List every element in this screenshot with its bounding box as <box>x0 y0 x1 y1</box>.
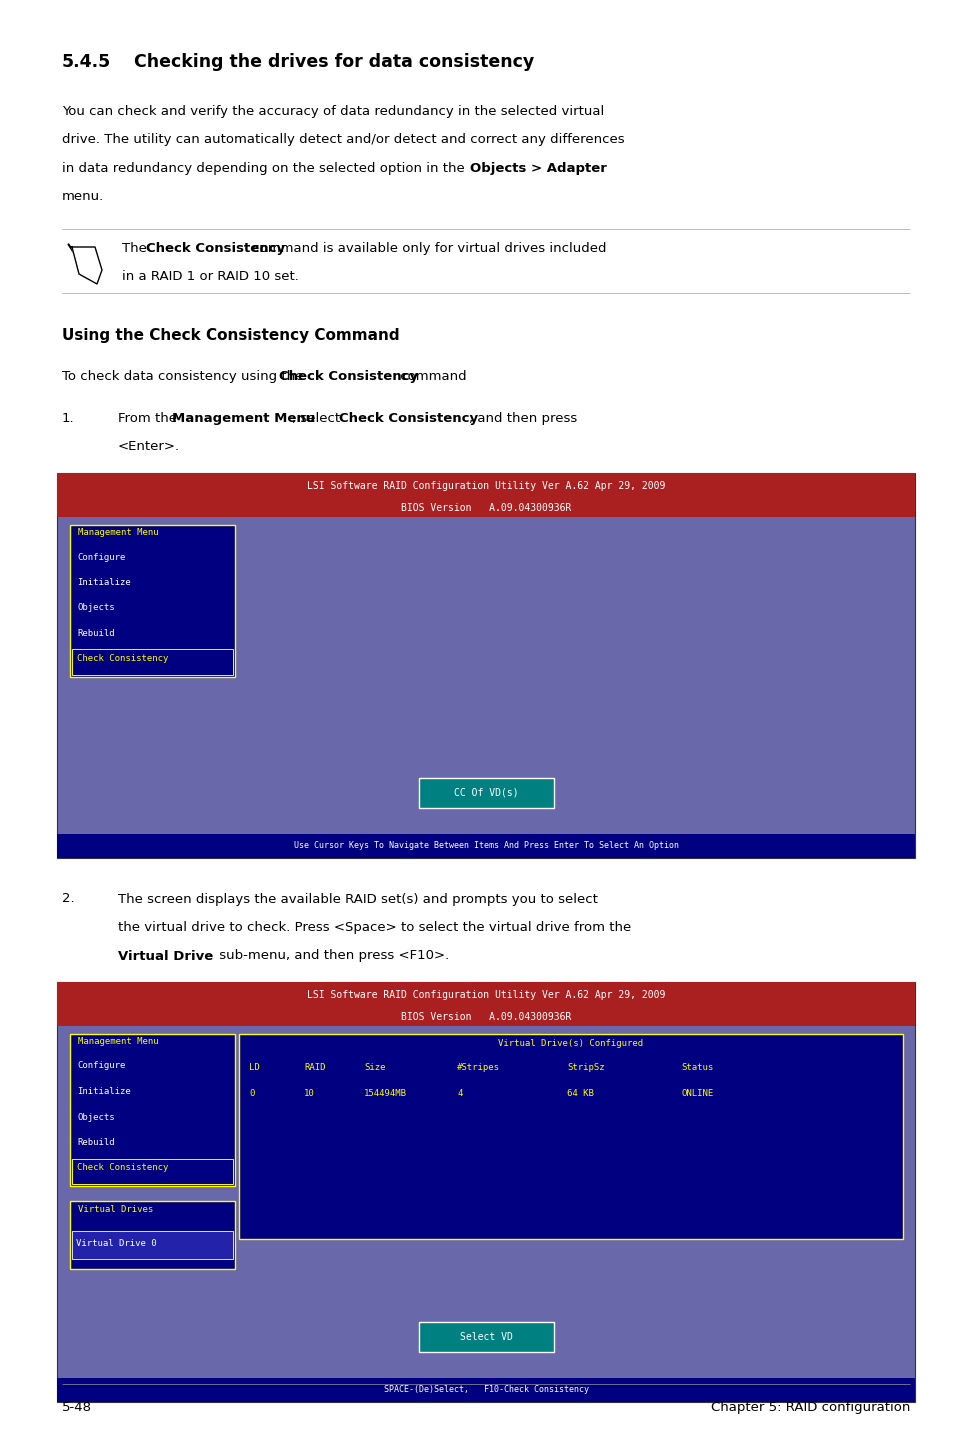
Text: Management Menu: Management Menu <box>78 1037 158 1047</box>
Text: Size: Size <box>364 1064 385 1073</box>
Text: 64 KB: 64 KB <box>566 1089 594 1097</box>
Text: Check Consistency: Check Consistency <box>278 370 417 383</box>
Text: Virtual Drive(s) Configured: Virtual Drive(s) Configured <box>497 1038 643 1047</box>
Text: in a RAID 1 or RAID 10 set.: in a RAID 1 or RAID 10 set. <box>122 270 298 283</box>
Text: drive. The utility can automatically detect and/or detect and correct any differ: drive. The utility can automatically det… <box>62 134 624 147</box>
Bar <box>70 1201 234 1268</box>
Text: Checking the drives for data consistency: Checking the drives for data consistency <box>133 53 534 70</box>
Text: Use Cursor Keys To Navigate Between Items And Press Enter To Select An Option: Use Cursor Keys To Navigate Between Item… <box>294 841 678 850</box>
Bar <box>57 982 914 1025</box>
Text: LSI Software RAID Configuration Utility Ver A.62 Apr 29, 2009: LSI Software RAID Configuration Utility … <box>307 480 664 490</box>
Text: CC Of VD(s): CC Of VD(s) <box>454 788 517 798</box>
Text: Rebuild: Rebuild <box>77 628 114 638</box>
Bar <box>57 982 914 1402</box>
Bar <box>70 525 234 676</box>
Text: Initialize: Initialize <box>77 1087 131 1096</box>
Text: sub-menu, and then press <F10>.: sub-menu, and then press <F10>. <box>214 949 449 962</box>
Text: Using the Check Consistency Command: Using the Check Consistency Command <box>62 328 399 344</box>
Polygon shape <box>71 247 102 283</box>
Bar <box>57 473 914 516</box>
Text: 5-48: 5-48 <box>62 1401 91 1414</box>
Bar <box>57 1378 914 1402</box>
Text: Objects > Adapter: Objects > Adapter <box>470 162 606 175</box>
Text: Select VD: Select VD <box>459 1332 512 1342</box>
Text: Rebuild: Rebuild <box>77 1137 114 1148</box>
Text: The: The <box>122 242 151 255</box>
Text: Objects: Objects <box>77 1113 114 1122</box>
Text: <Enter>.: <Enter>. <box>118 440 180 453</box>
Text: RAID: RAID <box>304 1064 325 1073</box>
Text: Objects: Objects <box>77 604 114 613</box>
Text: 4: 4 <box>456 1089 462 1097</box>
Bar <box>71 1159 233 1183</box>
Bar <box>70 1034 234 1185</box>
Text: StripSz: StripSz <box>566 1064 604 1073</box>
Bar <box>418 1322 553 1352</box>
Text: Initialize: Initialize <box>77 578 131 587</box>
Text: Chapter 5: RAID configuration: Chapter 5: RAID configuration <box>710 1401 909 1414</box>
Text: SPACE-(De)Select,   F10-Check Consistency: SPACE-(De)Select, F10-Check Consistency <box>383 1385 588 1393</box>
Text: Configure: Configure <box>77 552 125 561</box>
Text: Check Consistency: Check Consistency <box>77 1163 168 1172</box>
Text: Virtual Drive: Virtual Drive <box>118 949 213 962</box>
Text: 154494MB: 154494MB <box>364 1089 407 1097</box>
Text: #Stripes: #Stripes <box>456 1064 499 1073</box>
Text: 0: 0 <box>249 1089 254 1097</box>
Text: 2.: 2. <box>62 893 74 906</box>
Text: Virtual Drives: Virtual Drives <box>78 1205 153 1214</box>
Text: Management Menu: Management Menu <box>78 529 158 538</box>
Text: the virtual drive to check. Press <Space> to select the virtual drive from the: the virtual drive to check. Press <Space… <box>118 920 631 935</box>
Bar <box>239 1034 902 1238</box>
Text: 1.: 1. <box>62 413 74 426</box>
Text: Status: Status <box>680 1064 713 1073</box>
Bar <box>57 834 914 857</box>
Text: command is available only for virtual drives included: command is available only for virtual dr… <box>248 242 606 255</box>
Bar <box>71 650 233 674</box>
Text: , select: , select <box>292 413 344 426</box>
Text: , and then press: , and then press <box>469 413 577 426</box>
Text: Check Consistency: Check Consistency <box>77 654 168 663</box>
Text: BIOS Version   A.09.04300936R: BIOS Version A.09.04300936R <box>400 1011 571 1021</box>
Text: From the: From the <box>118 413 181 426</box>
Text: To check data consistency using the: To check data consistency using the <box>62 370 307 383</box>
Bar <box>57 473 914 857</box>
Bar <box>418 778 553 808</box>
Text: Configure: Configure <box>77 1061 125 1070</box>
Text: You can check and verify the accuracy of data redundancy in the selected virtual: You can check and verify the accuracy of… <box>62 105 603 118</box>
Text: Management Menu: Management Menu <box>172 413 314 426</box>
Text: 10: 10 <box>304 1089 314 1097</box>
Text: The screen displays the available RAID set(s) and prompts you to select: The screen displays the available RAID s… <box>118 893 598 906</box>
Text: LSI Software RAID Configuration Utility Ver A.62 Apr 29, 2009: LSI Software RAID Configuration Utility … <box>307 989 664 999</box>
Text: Check Consistency: Check Consistency <box>147 242 285 255</box>
Text: command: command <box>395 370 466 383</box>
Text: Check Consistency: Check Consistency <box>338 413 477 426</box>
Text: LD: LD <box>249 1064 259 1073</box>
Bar <box>71 1231 233 1258</box>
Text: 5.4.5: 5.4.5 <box>62 53 112 70</box>
Text: BIOS Version   A.09.04300936R: BIOS Version A.09.04300936R <box>400 502 571 512</box>
Text: in data redundancy depending on the selected option in the: in data redundancy depending on the sele… <box>62 162 469 175</box>
Text: menu.: menu. <box>62 190 104 204</box>
Text: ONLINE: ONLINE <box>680 1089 713 1097</box>
Text: Virtual Drive 0: Virtual Drive 0 <box>76 1238 156 1248</box>
